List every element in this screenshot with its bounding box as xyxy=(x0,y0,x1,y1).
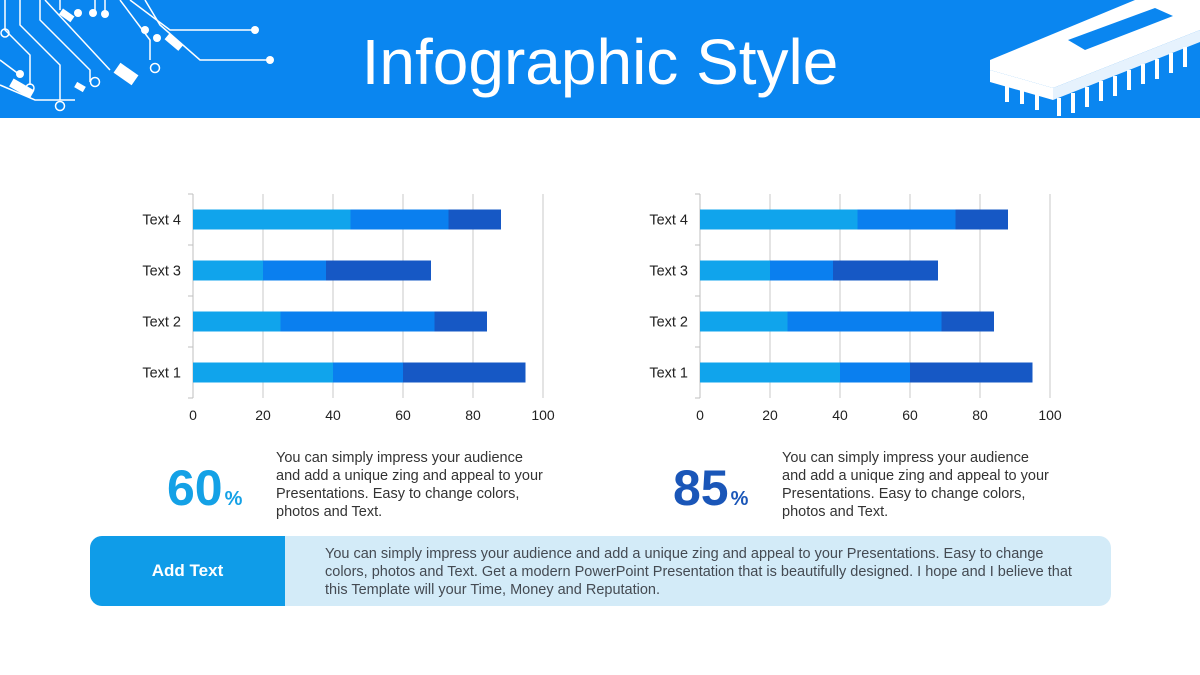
bar-segment-text-4-series-2 xyxy=(350,209,449,230)
x-tick-label: 20 xyxy=(255,407,271,423)
bar-segment-text-1-series-3 xyxy=(403,362,526,383)
bar-segment-text-2-series-1 xyxy=(700,311,788,332)
category-label: Text 3 xyxy=(649,264,688,280)
x-tick-label: 100 xyxy=(1038,407,1062,423)
x-tick-label: 80 xyxy=(972,407,988,423)
x-tick-label: 100 xyxy=(531,407,555,423)
banner-text: You can simply impress your audience and… xyxy=(325,546,1072,598)
x-tick-label: 80 xyxy=(465,407,481,423)
bar-segment-text-1-series-1 xyxy=(193,362,333,383)
bar-segment-text-4-series-2 xyxy=(857,209,956,230)
bar-segment-text-2-series-3 xyxy=(941,311,994,332)
header-bar: Infographic Style xyxy=(0,0,1200,118)
bar-chart-left: 0 20 40 60 80 100 Text 1 Text 2 Text 3 Text 4 xyxy=(142,193,555,423)
page-title: Infographic Style xyxy=(361,26,839,98)
category-label: Text 2 xyxy=(142,315,181,331)
percent-sign: % xyxy=(730,488,749,510)
x-tick-label: 60 xyxy=(395,407,411,423)
bar-segment-text-4-series-3 xyxy=(448,209,501,230)
percent-sign: % xyxy=(224,488,243,510)
x-tick-label: 20 xyxy=(762,407,778,423)
bar-segment-text-3-series-3 xyxy=(833,260,938,281)
stat-value: 60 xyxy=(167,460,223,516)
bar-segment-text-3-series-2 xyxy=(770,260,833,281)
stat-percentage-left: 60% xyxy=(167,458,242,529)
bar-segment-text-4-series-1 xyxy=(193,209,351,230)
bar-segment-text-4-series-1 xyxy=(700,209,858,230)
bar-segment-text-2-series-2 xyxy=(280,311,435,332)
x-tick-label: 40 xyxy=(325,407,341,423)
bar-chart-right: 0 20 40 60 80 100 Text 1 Text 2 Text 3 Text 4 xyxy=(649,193,1062,423)
x-tick-label: 40 xyxy=(832,407,848,423)
bar-segment-text-3-series-1 xyxy=(193,260,263,281)
category-label: Text 2 xyxy=(649,315,688,331)
category-label: Text 1 xyxy=(142,366,181,382)
bar-segment-text-2-series-1 xyxy=(193,311,281,332)
category-label: Text 3 xyxy=(142,264,181,280)
category-label: Text 4 xyxy=(649,213,688,229)
microchip-illustration xyxy=(990,0,1200,116)
bar-segment-text-1-series-3 xyxy=(910,362,1033,383)
bar-segment-text-3-series-1 xyxy=(700,260,770,281)
banner-label: Add Text xyxy=(90,536,285,606)
x-tick-label: 60 xyxy=(902,407,918,423)
bar-segment-text-3-series-3 xyxy=(326,260,431,281)
x-tick-label: 0 xyxy=(696,407,704,423)
stat-value: 85 xyxy=(673,460,729,516)
bar-segment-text-1-series-2 xyxy=(840,362,910,383)
category-label: Text 4 xyxy=(142,213,181,229)
bar-segment-text-1-series-2 xyxy=(333,362,403,383)
x-tick-label: 0 xyxy=(189,407,197,423)
bar-segment-text-2-series-3 xyxy=(434,311,487,332)
bar-segment-text-3-series-2 xyxy=(263,260,326,281)
bar-segment-text-4-series-3 xyxy=(955,209,1008,230)
text-banner: Add Text You can simply impress your aud… xyxy=(90,536,1111,606)
stat-description-left: You can simply impress your audience and… xyxy=(276,450,543,520)
bar-segment-text-2-series-2 xyxy=(787,311,942,332)
bar-segment-text-1-series-1 xyxy=(700,362,840,383)
circuit-lines-illustration xyxy=(0,0,274,112)
stat-description-right: You can simply impress your audience and… xyxy=(782,450,1049,520)
stat-percentage-right: 85% xyxy=(673,458,748,529)
category-label: Text 1 xyxy=(649,366,688,382)
